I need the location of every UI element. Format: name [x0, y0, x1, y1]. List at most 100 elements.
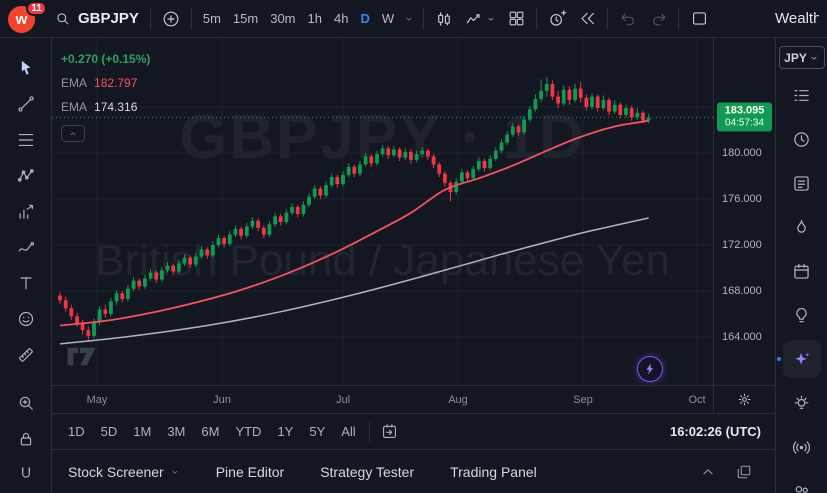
magnet-tool[interactable] — [9, 459, 43, 491]
month-label-jul: Jul — [335, 393, 351, 406]
timeframe-w[interactable]: W — [376, 7, 400, 30]
brush-tool[interactable] — [9, 232, 43, 264]
range-toolbar: 1D 5D 1M 3M 6M YTD 1Y 5Y All 16:02:26 (UTC) — [52, 413, 775, 449]
axis-currency-button[interactable]: JPY — [778, 46, 825, 69]
layouts-button[interactable] — [501, 4, 531, 34]
tips-panel-button[interactable] — [783, 384, 821, 422]
chart-area[interactable]: GBPJPY · 1D British Pound / Japanese Yen… — [52, 38, 713, 385]
emoji-tool[interactable] — [9, 303, 43, 335]
range-3m[interactable]: 3M — [159, 420, 193, 443]
trend-line-tool[interactable] — [9, 88, 43, 120]
price-axis-label: 172.000 — [722, 239, 762, 251]
price-axis-label: 168.000 — [722, 285, 762, 297]
timeframe-d[interactable]: D — [354, 7, 375, 30]
streams-panel-button[interactable] — [783, 428, 821, 466]
price-axis[interactable]: 184.000180.000176.000172.000168.000164.0… — [713, 38, 775, 385]
notes-panel-button[interactable] — [783, 164, 821, 202]
calendar-panel-button[interactable] — [783, 252, 821, 290]
ai-assistant-panel-button[interactable] — [776, 340, 821, 378]
range-1d[interactable]: 1D — [60, 420, 93, 443]
indicators-button[interactable] — [459, 4, 501, 34]
candlestick-chart[interactable] — [52, 38, 713, 385]
cursor-tool[interactable] — [9, 52, 43, 84]
timeframe-15m[interactable]: 15m — [227, 7, 264, 30]
community-panel-button[interactable] — [783, 472, 821, 493]
chart-settings-button[interactable] — [730, 385, 760, 415]
ai-spark-button[interactable] — [637, 356, 663, 382]
ema-fast-label: EMA — [61, 76, 88, 90]
time-axis[interactable]: May Jun Jul Aug Sep Oct — [52, 385, 713, 413]
expand-panel-button[interactable] — [693, 457, 723, 487]
separator — [149, 7, 151, 30]
ema-fast-row[interactable]: EMA 182.797 — [61, 71, 150, 95]
redo-button[interactable] — [643, 4, 673, 34]
currency-label: JPY — [784, 50, 807, 65]
forecast-tool[interactable] — [9, 196, 43, 228]
range-5y[interactable]: 5Y — [301, 420, 333, 443]
ema-fast-value: 182.797 — [94, 76, 138, 90]
range-ytd[interactable]: YTD — [227, 420, 269, 443]
zoom-tool[interactable] — [9, 387, 43, 419]
last-price-badge: 183.095 04:57:34 — [717, 102, 772, 132]
watchlist-panel-button[interactable] — [783, 76, 821, 114]
save-layout-button[interactable] — [684, 4, 714, 34]
timeframe-30m[interactable]: 30m — [264, 7, 301, 30]
range-5d[interactable]: 5D — [93, 420, 126, 443]
timeframe-menu-button[interactable] — [400, 4, 418, 34]
month-label-may: May — [86, 393, 108, 406]
wealth-label[interactable]: Wealth — [775, 10, 819, 27]
separator — [607, 7, 609, 30]
price-axis-label: 180.000 — [722, 147, 762, 159]
range-all[interactable]: All — [333, 420, 363, 443]
hotlists-panel-button[interactable] — [783, 208, 821, 246]
workspace: GBPJPY · 1D British Pound / Japanese Yen… — [0, 38, 827, 493]
xabcd-pattern-tool[interactable] — [9, 160, 43, 192]
ruler-tool[interactable] — [9, 339, 43, 371]
undo-button[interactable] — [613, 4, 643, 34]
timeframe-group: 5m 15m 30m 1h 4h D W — [197, 7, 400, 30]
restore-panel-button[interactable] — [729, 457, 759, 487]
collapse-legend-button[interactable] — [61, 125, 85, 142]
range-buttons: 1D 5D 1M 3M 6M YTD 1Y 5Y All — [60, 420, 364, 443]
range-1y[interactable]: 1Y — [269, 420, 301, 443]
active-indicator-dot — [776, 357, 781, 361]
ema-slow-row[interactable]: EMA 174.316 — [61, 95, 150, 119]
account-logo[interactable]: w 11 — [8, 0, 47, 34]
month-label-jun: Jun — [213, 393, 231, 406]
chart-type-button[interactable] — [429, 4, 459, 34]
toolbar-actions — [429, 4, 714, 34]
timeframe-1h[interactable]: 1h — [302, 7, 328, 30]
panel-tabs: Stock Screener Pine Editor Strategy Tester… — [68, 464, 537, 480]
goto-date-button[interactable] — [375, 417, 405, 447]
notification-badge[interactable]: 11 — [26, 0, 47, 16]
bottom-panel-tabs: Stock Screener Pine Editor Strategy Tester… — [52, 449, 775, 493]
tab-strategy-tester[interactable]: Strategy Tester — [320, 463, 415, 480]
timeframe-4h[interactable]: 4h — [328, 7, 354, 30]
alerts-panel-button[interactable] — [783, 120, 821, 158]
tab-trading-panel[interactable]: Trading Panel — [450, 463, 537, 480]
tradingview-logo-watermark[interactable] — [66, 346, 98, 367]
bar-countdown: 04:57:34 — [725, 117, 764, 129]
tab-pine-editor[interactable]: Pine Editor — [215, 463, 285, 480]
symbol-search-button[interactable]: GBPJPY — [48, 6, 145, 31]
compare-add-button[interactable] — [156, 4, 186, 34]
clock-utc[interactable]: 16:02:26 (UTC) — [669, 424, 761, 439]
search-icon — [54, 10, 71, 27]
lightning-icon — [646, 363, 654, 375]
text-tool[interactable] — [9, 268, 43, 300]
timeframe-5m[interactable]: 5m — [197, 7, 227, 30]
tab-stock-screener[interactable]: Stock Screener — [68, 464, 180, 480]
separator — [190, 7, 192, 30]
price-axis-label: 164.000 — [722, 331, 762, 343]
fib-retracement-tool[interactable] — [9, 124, 43, 156]
replay-button[interactable] — [572, 4, 602, 34]
symbol-name: GBPJPY — [78, 10, 139, 27]
ideas-panel-button[interactable] — [783, 296, 821, 334]
ema-slow-value: 174.316 — [94, 100, 138, 114]
month-label-oct: Oct — [688, 393, 706, 406]
drawing-toolbar — [0, 38, 52, 493]
range-1m[interactable]: 1M — [125, 420, 159, 443]
range-6m[interactable]: 6M — [193, 420, 227, 443]
lock-tool[interactable] — [9, 423, 43, 455]
alert-button[interactable] — [542, 4, 572, 34]
